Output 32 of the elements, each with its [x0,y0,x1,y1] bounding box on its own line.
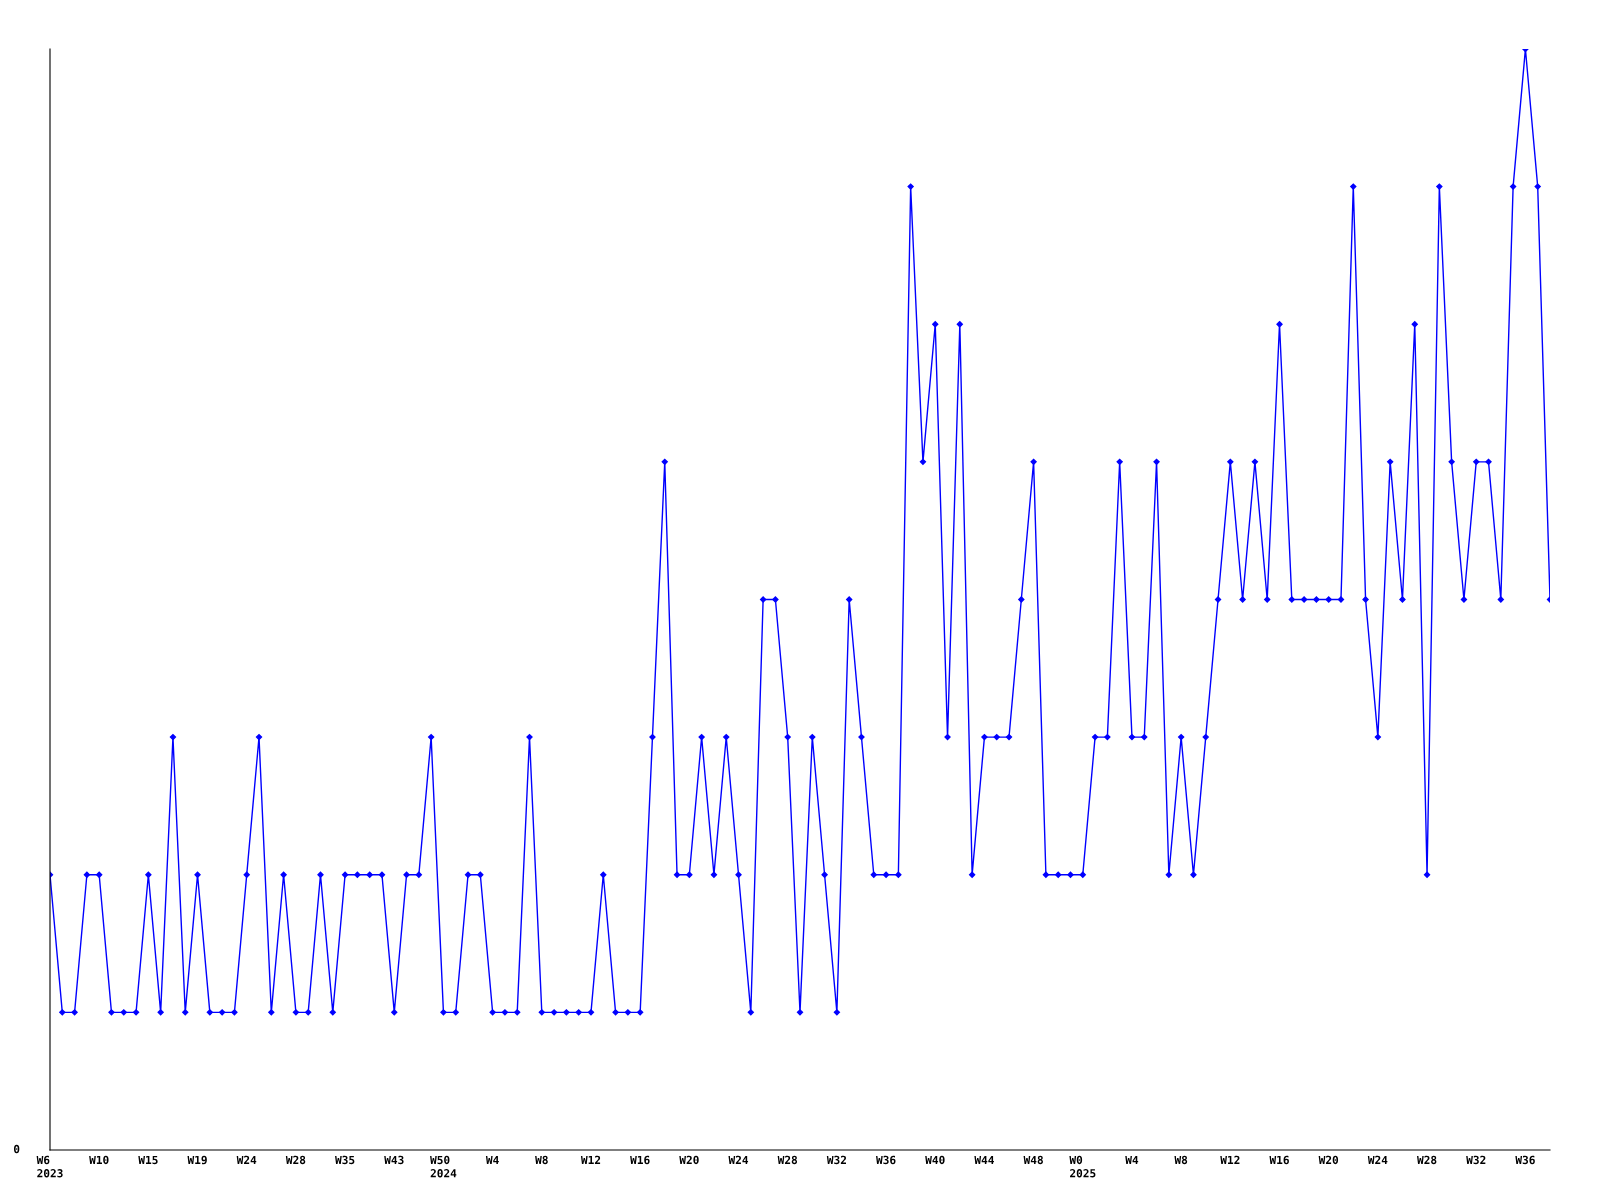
x-tick-label: W36 [876,1155,896,1165]
x-tick-label: W48 [1023,1155,1043,1165]
x-tick-label: W12 [580,1155,601,1164]
x-tick-label: W28 [1417,1155,1437,1165]
x-tick-label: W28 [285,1155,306,1165]
x-tick-label: W15 [138,1155,158,1165]
x-tick-label: W19 [187,1155,207,1165]
text: 0 [13,1144,20,1154]
x-tick-label: W20 [1318,1155,1339,1165]
x-tick-label: W16 [630,1155,650,1165]
x-tick-label: W24 [236,1155,257,1164]
x-tick-label: W32 [1466,1155,1486,1165]
x-tick-label: W44 [974,1155,994,1164]
x-tick-label: W43 [384,1155,404,1165]
x-tick-label: W36 [1515,1155,1535,1165]
x-tick-label: W0 2025 [1069,1155,1096,1178]
x-tick-label: W4 [485,1155,499,1164]
x-tick-label: W32 [826,1155,846,1165]
x-tick-label: W12 [1220,1155,1240,1164]
x-tick-label: W10 [89,1155,109,1165]
x-tick-label: W50 2024 [430,1155,457,1178]
x-tick-label: W28 [777,1155,798,1165]
x-tick-label: W24 [1367,1155,1388,1164]
x-tick-label: W16 [1269,1155,1289,1165]
x-tick-label: W35 [335,1155,355,1165]
x-tick-label: W4 [1125,1155,1139,1164]
x-tick-label: W8 [1174,1155,1188,1165]
x-tick-label: W20 [679,1155,699,1165]
x-tick-label: W24 [728,1155,749,1164]
x-tick-label: W40 [925,1155,945,1165]
x-tick-label: W8 [535,1155,548,1165]
x-tick-label: W6 2023 [36,1155,63,1178]
